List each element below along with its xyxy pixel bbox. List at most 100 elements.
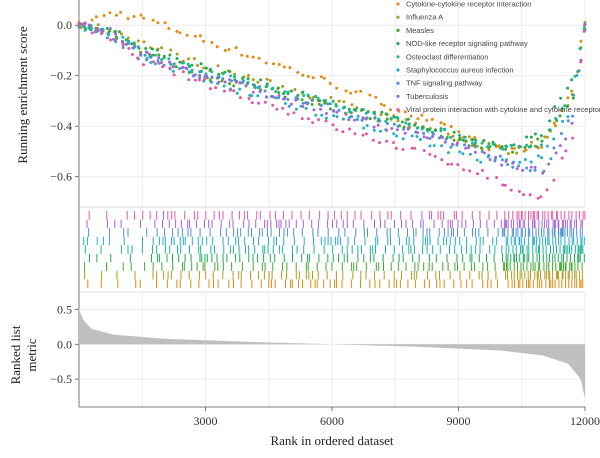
es-point: [87, 23, 91, 27]
legend-label: Measles: [406, 26, 434, 35]
es-point: [187, 78, 191, 82]
es-point: [332, 109, 336, 112]
es-point: [527, 145, 531, 149]
es-point: [100, 29, 104, 33]
es-point: [257, 101, 261, 105]
es-point: [167, 27, 171, 30]
es-point: [120, 40, 124, 44]
es-point: [178, 60, 182, 64]
ranked-y-axis-title-line2: metric: [24, 338, 39, 371]
es-point: [319, 75, 323, 79]
es-point: [361, 108, 365, 111]
es-point: [168, 60, 172, 64]
es-point: [238, 96, 242, 100]
es-point: [294, 107, 298, 111]
es-point: [392, 115, 396, 119]
es-point: [394, 146, 398, 150]
es-point: [228, 82, 231, 86]
es-point: [533, 168, 537, 172]
es-point: [350, 115, 354, 118]
es-point: [554, 117, 558, 120]
es-point: [378, 141, 381, 145]
es-point: [246, 77, 250, 81]
legend-label: TNF signaling pathway: [406, 79, 483, 88]
es-point: [175, 52, 179, 56]
es-point: [221, 77, 225, 81]
hit-row-0: [87, 279, 584, 288]
es-point: [523, 158, 527, 161]
es-point: [539, 143, 543, 147]
es-point: [305, 102, 309, 106]
es-point: [413, 123, 417, 127]
es-point: [410, 134, 414, 138]
es-point: [461, 138, 465, 142]
hit-row-1: [84, 270, 583, 280]
es-point: [415, 135, 419, 138]
es-point: [474, 138, 478, 142]
legend-marker: [396, 68, 400, 72]
es-point: [401, 137, 405, 141]
es-point: [323, 101, 327, 105]
es-point: [112, 38, 116, 41]
es-point: [529, 160, 533, 164]
es-point: [359, 89, 363, 93]
es-point: [443, 140, 447, 144]
es-point: [487, 153, 491, 157]
es-point: [190, 68, 194, 72]
es-point: [441, 135, 444, 139]
es-point: [192, 73, 196, 77]
es-point: [344, 89, 348, 93]
es-point: [385, 117, 389, 121]
es-point: [301, 105, 305, 108]
es-point: [528, 169, 532, 173]
es-point: [407, 123, 411, 127]
es-point: [422, 149, 426, 152]
es-y-tick-label: −0.4: [50, 119, 72, 133]
es-point: [467, 146, 471, 150]
es-point: [413, 146, 417, 150]
es-point: [545, 144, 549, 148]
es-point: [583, 23, 587, 27]
legend-marker: [396, 55, 400, 59]
es-point: [389, 108, 392, 112]
es-point: [149, 55, 153, 59]
es-point: [186, 62, 190, 66]
es-point: [558, 114, 562, 118]
es-point: [437, 136, 441, 140]
es-point: [536, 154, 540, 158]
es-point: [354, 90, 358, 94]
es-point: [528, 193, 532, 197]
es-point: [199, 70, 203, 73]
es-point: [238, 81, 242, 85]
es-point: [579, 60, 583, 64]
es-point: [560, 109, 564, 113]
es-point: [257, 56, 261, 60]
es-point: [277, 96, 280, 100]
es-point: [449, 125, 453, 128]
es-point: [396, 119, 400, 123]
ranked-y-tick-label: −0.5: [50, 372, 72, 386]
es-series-8: [78, 22, 586, 200]
es-point: [476, 172, 480, 176]
es-point: [577, 69, 581, 73]
es-point: [251, 78, 255, 82]
es-point: [533, 165, 537, 169]
es-point: [157, 56, 161, 60]
es-point: [467, 135, 471, 139]
es-point: [210, 41, 214, 44]
es-point: [234, 80, 238, 84]
es-point: [286, 91, 290, 94]
es-point: [331, 99, 335, 103]
es-point: [296, 71, 300, 74]
es-point: [419, 137, 422, 141]
es-point: [193, 34, 197, 38]
es-point: [509, 143, 513, 147]
es-point: [250, 101, 254, 105]
es-point: [515, 151, 519, 155]
es-point: [395, 128, 399, 132]
es-point: [241, 76, 245, 80]
es-point: [536, 137, 540, 141]
es-point: [456, 163, 460, 167]
es-point: [451, 143, 455, 147]
es-point: [540, 139, 544, 143]
